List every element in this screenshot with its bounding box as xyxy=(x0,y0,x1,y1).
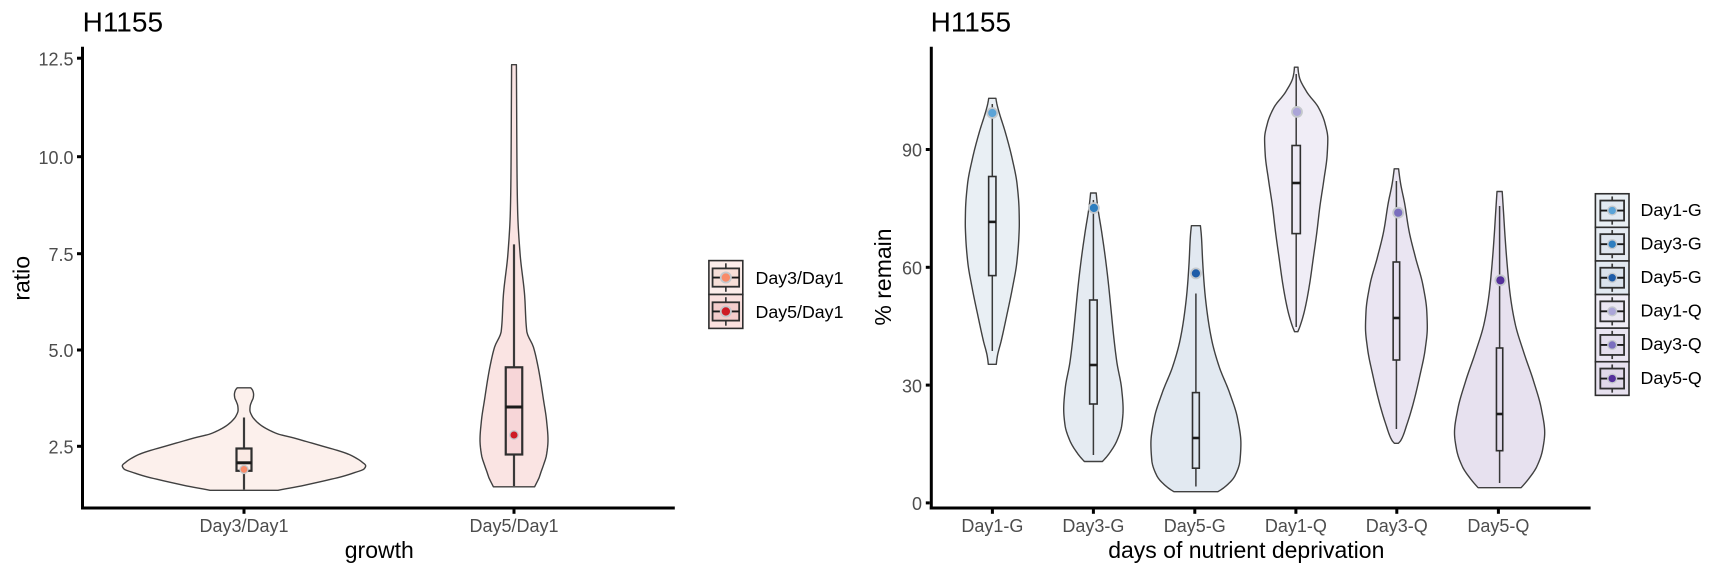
svg-text:growth: growth xyxy=(345,537,414,563)
svg-text:H1155: H1155 xyxy=(83,6,163,37)
svg-text:H1155: H1155 xyxy=(931,6,1011,37)
svg-text:Day3-Q: Day3-Q xyxy=(1366,516,1428,536)
svg-text:Day3-G: Day3-G xyxy=(1641,233,1702,253)
svg-text:Day5-G: Day5-G xyxy=(1641,267,1702,287)
svg-text:Day5-G: Day5-G xyxy=(1164,516,1226,536)
svg-text:90: 90 xyxy=(902,141,922,161)
svg-text:5.0: 5.0 xyxy=(48,341,73,361)
svg-text:days of nutrient deprivation: days of nutrient deprivation xyxy=(1108,537,1384,563)
svg-text:Day5-Q: Day5-Q xyxy=(1467,516,1529,536)
svg-text:Day1-G: Day1-G xyxy=(1641,200,1702,220)
svg-text:ratio: ratio xyxy=(8,256,34,301)
svg-text:Day5/Day1: Day5/Day1 xyxy=(756,302,844,322)
svg-text:Day1-Q: Day1-Q xyxy=(1641,301,1702,321)
svg-text:Day3/Day1: Day3/Day1 xyxy=(199,516,288,536)
svg-text:2.5: 2.5 xyxy=(48,438,73,458)
svg-text:Day5/Day1: Day5/Day1 xyxy=(469,516,558,536)
svg-text:30: 30 xyxy=(902,376,922,396)
svg-text:10.0: 10.0 xyxy=(38,148,73,168)
svg-text:Day3-G: Day3-G xyxy=(1062,516,1124,536)
svg-text:12.5: 12.5 xyxy=(38,49,73,69)
svg-text:60: 60 xyxy=(902,259,922,279)
svg-text:7.5: 7.5 xyxy=(48,245,73,265)
svg-text:Day1-G: Day1-G xyxy=(961,516,1023,536)
svg-text:% remain: % remain xyxy=(870,228,896,325)
svg-text:Day3/Day1: Day3/Day1 xyxy=(756,268,844,288)
svg-text:Day1-Q: Day1-Q xyxy=(1265,516,1327,536)
svg-text:0: 0 xyxy=(912,494,922,514)
svg-text:Day3-Q: Day3-Q xyxy=(1641,334,1702,354)
svg-text:Day5-Q: Day5-Q xyxy=(1641,368,1702,388)
